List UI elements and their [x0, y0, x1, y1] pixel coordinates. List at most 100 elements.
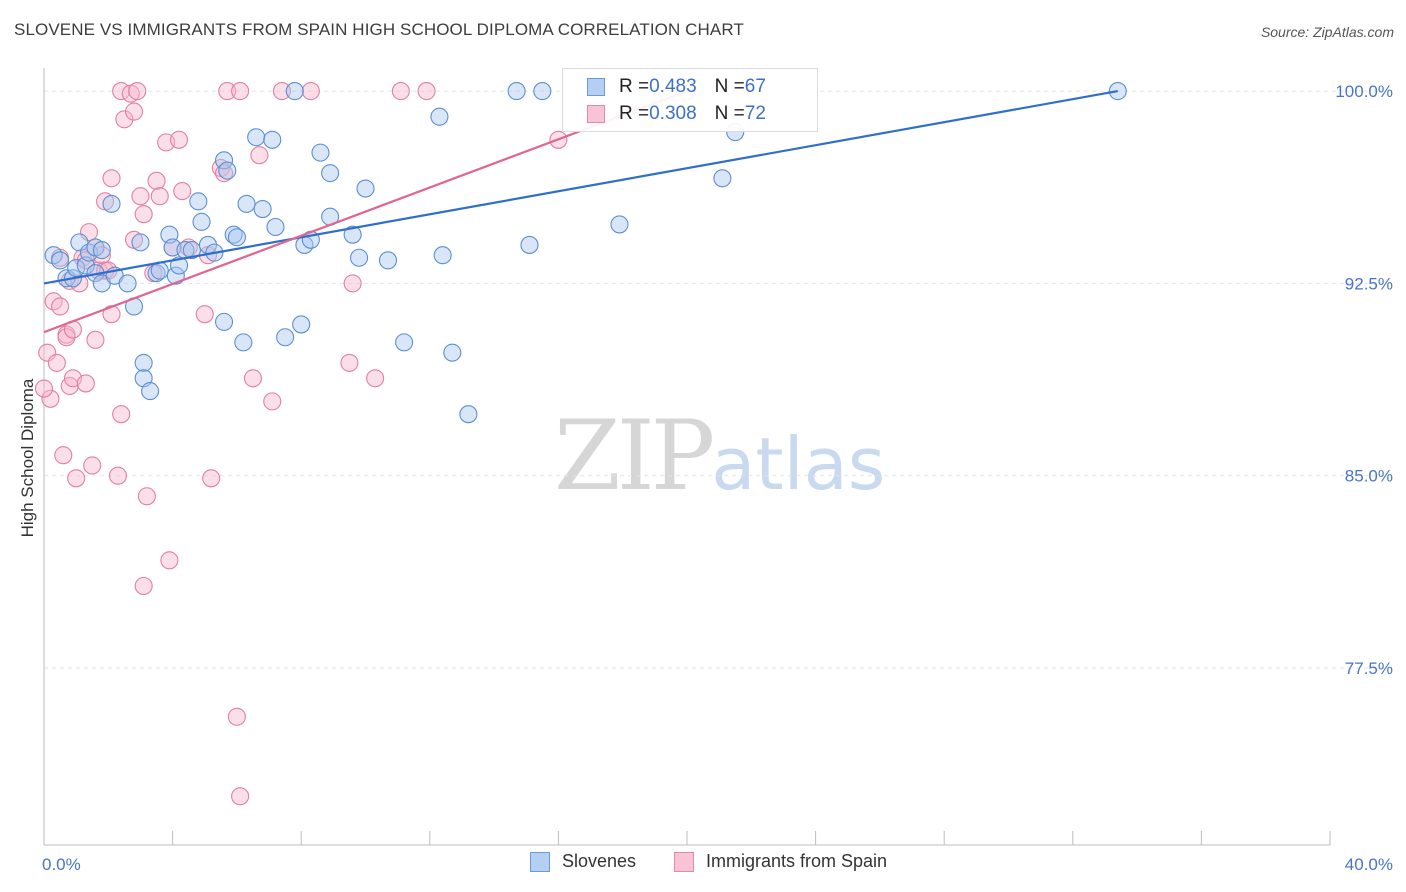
- slovene-point: [192, 212, 211, 231]
- spain-point: [134, 205, 153, 224]
- y-axis-label: High School Diploma: [18, 378, 37, 538]
- spain-point: [51, 297, 70, 316]
- spain-point: [112, 405, 131, 424]
- slovenes-swatch: [587, 78, 605, 96]
- spain-point: [34, 379, 54, 398]
- spain-point: [47, 353, 66, 372]
- source-label: Source: ZipAtlas.com: [1260, 24, 1394, 40]
- slovene-point: [356, 179, 375, 198]
- slovene-point: [430, 107, 449, 126]
- spain-point: [340, 353, 359, 372]
- n-value: 67: [744, 76, 766, 97]
- slovene-point: [343, 225, 362, 244]
- spain-point: [343, 274, 362, 293]
- spain-point: [108, 466, 127, 485]
- slovene-point: [266, 217, 285, 237]
- spain-point: [272, 82, 291, 101]
- n-label: N =: [714, 103, 745, 124]
- r-label: R =: [619, 76, 650, 97]
- spain-point: [102, 169, 121, 188]
- tick-labels: 77.5% 85.0% 92.5% 100.0% 0.0% 40.0%: [42, 82, 1393, 874]
- slovene-point: [507, 82, 526, 101]
- y-tick-label: 85.0%: [1345, 467, 1393, 486]
- spain-point: [128, 82, 147, 101]
- spain-point: [169, 130, 189, 149]
- slovene-point: [147, 264, 166, 283]
- spain-point: [83, 456, 102, 475]
- slovene-point: [131, 233, 150, 252]
- spain-point: [214, 164, 234, 183]
- slovene-point: [350, 248, 369, 267]
- spain-point: [134, 576, 153, 596]
- slovene-point: [459, 405, 478, 424]
- slovene-point: [247, 128, 266, 147]
- slovene-point: [118, 274, 137, 293]
- watermark-atlas: atlas: [711, 422, 886, 506]
- spain-point: [67, 469, 86, 488]
- x-tick-label: 0.0%: [42, 855, 81, 874]
- immigrants-from-spain-points: [34, 82, 697, 806]
- spain-point: [391, 82, 410, 101]
- spain-point: [417, 82, 436, 101]
- spain-point: [202, 469, 221, 488]
- spain-point: [263, 392, 282, 411]
- slovene-point: [134, 353, 153, 372]
- spain-point: [227, 707, 246, 726]
- spain-point: [179, 238, 198, 257]
- slovene-point: [224, 225, 243, 244]
- series-legend: Slovenes Immigrants from Spain: [0, 851, 1406, 877]
- slovene-point: [189, 192, 208, 211]
- spain-point: [366, 369, 385, 388]
- spain-point: [231, 787, 250, 806]
- slovene-point: [182, 241, 201, 260]
- spain-point: [301, 82, 320, 101]
- n-label: N =: [714, 76, 745, 97]
- slovene-point: [234, 333, 253, 352]
- chart-title: SLOVENE VS IMMIGRANTS FROM SPAIN HIGH SC…: [14, 20, 744, 39]
- r-value: 0.308: [649, 103, 697, 124]
- spain-point: [86, 330, 105, 349]
- axis-layer: [43, 68, 1331, 846]
- legend-item-slovenes[interactable]: Slovenes: [530, 851, 636, 872]
- slovene-point: [443, 343, 462, 362]
- r-value: 0.483: [649, 76, 697, 97]
- slovene-point: [263, 130, 282, 149]
- slovenes-points: [44, 82, 1127, 424]
- spain-legend-swatch: [674, 851, 694, 872]
- spain-point: [131, 187, 150, 206]
- slovene-point: [713, 169, 732, 188]
- slovene-point: [395, 333, 414, 352]
- spain-point: [195, 305, 214, 324]
- slovene-point: [311, 143, 330, 162]
- watermark-zip: ZIP: [554, 400, 715, 512]
- spain-point: [160, 551, 179, 570]
- spain-point: [147, 171, 166, 190]
- y-tick-label: 100.0%: [1335, 82, 1393, 101]
- slovene-point: [285, 82, 304, 101]
- slovenes-legend-swatch: [530, 851, 550, 872]
- slovene-point: [51, 251, 70, 270]
- legend-item-immigrants-from-spain[interactable]: Immigrants from Spain: [674, 851, 887, 872]
- slovene-point: [218, 161, 237, 180]
- slovene-point: [253, 199, 272, 219]
- slovene-point: [433, 246, 452, 265]
- slovene-point: [214, 312, 234, 331]
- slovene-point: [214, 151, 234, 170]
- slovene-point: [610, 215, 629, 234]
- spain-point: [76, 374, 95, 393]
- spain-point: [231, 82, 250, 101]
- legend-row-slovenes: R = 0.483 N = 67: [587, 75, 766, 99]
- r-label: R =: [619, 103, 650, 124]
- slovene-point: [292, 315, 311, 334]
- slovene-point: [276, 328, 295, 347]
- x-tick-label: 40.0%: [1345, 855, 1393, 874]
- spain-point: [124, 102, 144, 121]
- slovene-point: [92, 241, 111, 260]
- legend-label: Slovenes: [562, 851, 637, 871]
- spain-point: [54, 446, 73, 465]
- spain-point: [57, 328, 76, 347]
- spain-point: [137, 487, 156, 506]
- slovene-point: [102, 194, 121, 213]
- slovene-point: [237, 194, 256, 213]
- spain-point: [218, 82, 237, 101]
